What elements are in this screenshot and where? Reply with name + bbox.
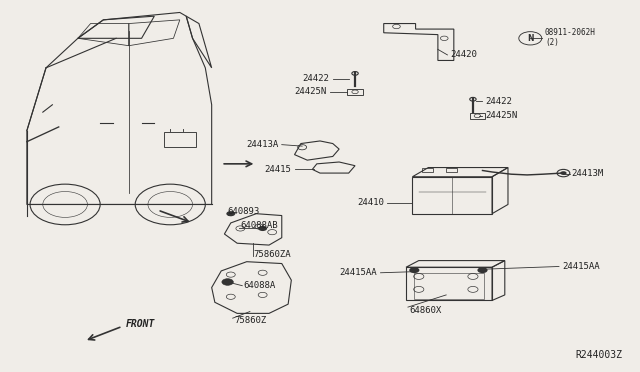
Bar [406, 267, 492, 301]
Text: 24425N: 24425N [486, 111, 518, 121]
Text: 640893: 640893 [228, 207, 260, 217]
Text: 75860Z: 75860Z [234, 316, 266, 325]
Circle shape [222, 279, 234, 285]
Text: 24415AA: 24415AA [562, 262, 600, 271]
Text: 75860ZA: 75860ZA [253, 250, 291, 259]
Text: 24413A: 24413A [246, 140, 278, 149]
Bar [470, 113, 485, 119]
Text: N: N [527, 34, 534, 43]
Bar [348, 89, 363, 95]
Text: 64088AB: 64088AB [241, 221, 278, 230]
Bar [412, 177, 492, 214]
Bar [422, 167, 433, 172]
Circle shape [227, 211, 236, 216]
Bar [445, 167, 457, 172]
Text: 64088A: 64088A [244, 281, 276, 290]
Text: 24422: 24422 [486, 97, 513, 106]
Text: 24420: 24420 [451, 51, 477, 60]
Circle shape [560, 171, 566, 175]
Text: 24415AA: 24415AA [340, 268, 378, 277]
Text: 64860X: 64860X [409, 306, 442, 315]
Bar [413, 273, 484, 299]
Text: 24413M: 24413M [572, 169, 604, 178]
Text: FRONT: FRONT [125, 320, 155, 330]
Text: 24415: 24415 [264, 165, 291, 174]
Bar [164, 132, 196, 147]
Text: 24425N: 24425N [294, 87, 326, 96]
Text: 08911-2062H
(2): 08911-2062H (2) [545, 28, 596, 47]
Circle shape [409, 267, 419, 273]
Circle shape [258, 226, 267, 231]
Text: 24422: 24422 [303, 74, 330, 83]
Text: 24410: 24410 [357, 198, 384, 207]
Circle shape [477, 267, 488, 273]
Text: R244003Z: R244003Z [576, 350, 623, 359]
